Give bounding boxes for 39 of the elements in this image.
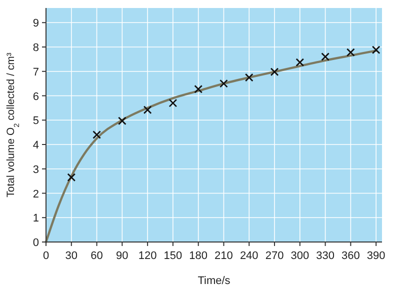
point [143, 106, 152, 114]
y-tick-label: 0 [32, 237, 39, 249]
point [296, 58, 304, 67]
x-tick-label: 180 [189, 250, 208, 262]
y-tick-label: 2 [32, 188, 39, 200]
y-tick-label: 7 [32, 66, 39, 78]
y-tick-label: 8 [32, 42, 39, 54]
x-tick-label: 360 [342, 250, 360, 262]
y-tick-label: 4 [32, 140, 39, 152]
point [270, 68, 279, 76]
x-tick-label: 270 [265, 250, 284, 262]
point [372, 46, 380, 54]
point [220, 79, 228, 88]
x-tick-label: 0 [42, 250, 50, 262]
x-tick-label: 330 [316, 250, 334, 262]
x-tick-label: 210 [214, 250, 233, 262]
y-tick-label: 1 [32, 212, 39, 225]
x-tick-label: 60 [90, 250, 103, 262]
point [168, 98, 178, 108]
point [244, 73, 254, 82]
x-tick-label: 120 [138, 250, 157, 262]
x-tick-label: 30 [65, 250, 78, 262]
y-tick-label: 3 [32, 164, 39, 176]
y-tick-label: 6 [32, 90, 39, 103]
point [346, 48, 355, 57]
y-tick-label: 5 [32, 115, 39, 128]
point [194, 84, 203, 94]
point [321, 52, 330, 61]
x-tick-label: 150 [164, 250, 182, 262]
point [118, 116, 126, 126]
x-tick-label: 300 [290, 250, 310, 262]
point [67, 173, 76, 182]
line-series [44, 50, 378, 244]
x-axis-title: Time/s [198, 275, 231, 287]
y-tick-label: 9 [32, 18, 39, 30]
point [92, 130, 101, 139]
x-tick-label: 90 [116, 250, 128, 262]
x-tick-label: 390 [366, 250, 386, 262]
x-tick-label: 240 [240, 250, 258, 262]
